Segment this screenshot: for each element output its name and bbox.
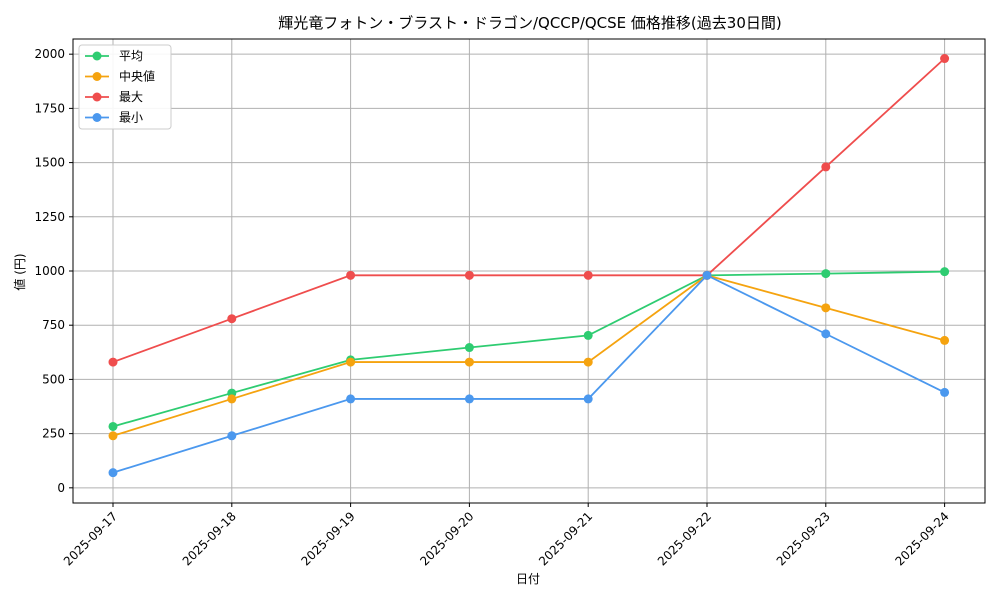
data-point bbox=[821, 303, 831, 313]
data-point bbox=[940, 335, 950, 345]
data-point bbox=[583, 330, 593, 340]
data-point bbox=[227, 394, 237, 404]
axes: 2025-09-17 2025-09-18 2025-09-19 2025-09-20… bbox=[34, 38, 986, 568]
y-tick-label: 1000 bbox=[34, 264, 65, 278]
data-point bbox=[583, 394, 593, 404]
x-tick-label: 2025-09-23 bbox=[774, 509, 833, 568]
data-point bbox=[108, 468, 118, 478]
data-point bbox=[346, 270, 356, 280]
data-point bbox=[227, 431, 237, 441]
data-point bbox=[346, 394, 356, 404]
series-line bbox=[112, 274, 945, 474]
x-tick-label: 2025-09-20 bbox=[417, 509, 476, 568]
y-tick-label: 2000 bbox=[34, 47, 65, 61]
legend-swatch-marker bbox=[92, 51, 102, 61]
data-point bbox=[583, 270, 593, 280]
legend-label: 中央値 bbox=[119, 69, 155, 84]
data-point bbox=[464, 394, 474, 404]
data-point bbox=[108, 357, 118, 367]
data-point bbox=[108, 431, 118, 441]
data-point bbox=[464, 270, 474, 280]
x-tick-label: 2025-09-19 bbox=[299, 509, 358, 568]
data-point bbox=[940, 267, 950, 277]
data-point bbox=[821, 162, 831, 172]
data-point bbox=[940, 387, 950, 397]
y-tick-label: 1750 bbox=[34, 101, 65, 115]
data-point bbox=[702, 270, 712, 280]
y-tick-label: 750 bbox=[42, 318, 65, 332]
x-tick-label: 2025-09-21 bbox=[536, 509, 595, 568]
legend-swatch-marker bbox=[92, 72, 102, 81]
legend-swatch-marker bbox=[92, 92, 102, 102]
y-tick-label: 250 bbox=[42, 427, 65, 441]
data-point bbox=[821, 269, 831, 279]
plot-frame bbox=[72, 38, 986, 504]
x-tick-label: 2025-09-17 bbox=[61, 509, 120, 568]
y-tick-label: 500 bbox=[42, 372, 65, 386]
legend-box bbox=[78, 44, 172, 130]
series-line bbox=[112, 274, 945, 437]
data-point bbox=[464, 343, 474, 353]
legend-label: 最大 bbox=[119, 90, 143, 104]
x-tick-label: 2025-09-22 bbox=[655, 509, 714, 568]
y-tick-label: 0 bbox=[57, 481, 65, 495]
data-point bbox=[227, 314, 237, 324]
series-lines bbox=[108, 54, 950, 478]
data-point bbox=[940, 54, 950, 64]
legend-label: 最小 bbox=[119, 111, 143, 125]
data-point bbox=[464, 357, 474, 367]
grid bbox=[73, 39, 985, 503]
chart-title: 輝光竜フォトン・ブラスト・ドラゴン/QCCP/QCSE 価格推移(過去30日間) bbox=[278, 14, 781, 32]
data-point bbox=[108, 421, 118, 431]
legend-swatch-marker bbox=[92, 113, 102, 122]
legend-label: 平均 bbox=[119, 49, 143, 63]
x-tick-label: 2025-09-18 bbox=[180, 509, 239, 568]
y-axis-label: 値 (円) bbox=[12, 253, 27, 290]
series-line bbox=[112, 57, 946, 363]
series-line bbox=[112, 270, 945, 428]
y-tick-label: 1500 bbox=[34, 156, 65, 170]
y-tick-label: 1250 bbox=[34, 210, 65, 224]
x-axis-label: 日付 bbox=[516, 572, 540, 586]
data-point bbox=[821, 329, 831, 339]
data-point bbox=[346, 357, 356, 367]
x-tick-label: 2025-09-24 bbox=[893, 509, 952, 568]
data-point bbox=[583, 357, 593, 367]
